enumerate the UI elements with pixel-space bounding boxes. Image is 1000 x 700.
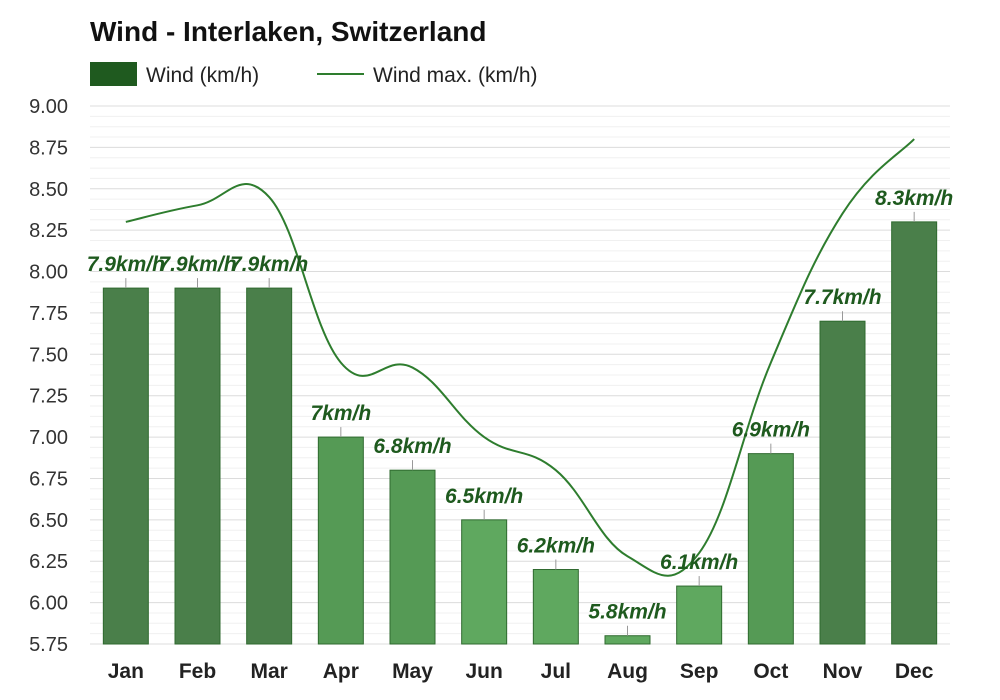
- y-tick-label: 6.25: [29, 551, 68, 573]
- bar-oct: [747, 453, 794, 645]
- y-tick-label: 9.00: [29, 96, 68, 118]
- bar-dec: [891, 221, 938, 645]
- x-tick-label: Aug: [607, 660, 648, 683]
- y-tick-label: 7.75: [29, 303, 68, 325]
- bar-jul: [532, 569, 579, 645]
- data-label: 6.8km/h: [373, 435, 451, 458]
- bar-feb: [174, 287, 221, 645]
- data-label: 6.9km/h: [732, 419, 810, 442]
- grid: [90, 105, 950, 645]
- x-tick-label: Dec: [895, 660, 934, 683]
- wind-max-line: [125, 138, 915, 577]
- data-label: 5.8km/h: [588, 601, 666, 624]
- bar-aug: [604, 635, 651, 645]
- x-tick-label: May: [392, 660, 433, 683]
- y-axis: 5.75 6.00 6.25 6.50 6.75 7.00 7.25 7.50 7.75 8.00…: [29, 96, 68, 656]
- y-tick-label: 7.00: [29, 427, 68, 449]
- legend: Wind (km/h) Wind max. (km/h): [90, 62, 538, 87]
- x-tick-label: Jan: [108, 660, 144, 683]
- bar-sep: [676, 585, 723, 645]
- y-tick-label: 8.00: [29, 262, 68, 284]
- chart-title: Wind - Interlaken, Switzerland: [90, 16, 486, 47]
- bars: [102, 221, 938, 645]
- legend-bar-swatch: [90, 62, 137, 86]
- data-label: 6.2km/h: [517, 535, 595, 558]
- x-tick-label: Apr: [323, 660, 359, 683]
- y-tick-label: 6.50: [29, 510, 68, 532]
- y-tick-label: 5.75: [29, 634, 68, 656]
- legend-bar-label: Wind (km/h): [146, 64, 259, 87]
- x-tick-label: Jul: [541, 660, 571, 683]
- y-tick-label: 8.50: [29, 179, 68, 201]
- bar-jan: [102, 287, 149, 645]
- wind-max-series: [125, 138, 915, 577]
- data-label: 7.9km/h: [87, 253, 165, 276]
- x-tick-label: Mar: [250, 660, 287, 683]
- data-label: 7.7km/h: [803, 286, 881, 309]
- bar-may: [389, 469, 436, 645]
- bar-mar: [246, 287, 293, 645]
- y-tick-label: 6.00: [29, 593, 68, 615]
- x-tick-label: Oct: [753, 660, 788, 683]
- bar-jun: [461, 519, 508, 645]
- y-tick-label: 8.75: [29, 137, 68, 159]
- x-tick-label: Sep: [680, 660, 719, 683]
- y-tick-label: 7.50: [29, 344, 68, 366]
- x-tick-label: Jun: [465, 660, 502, 683]
- y-tick-label: 6.75: [29, 468, 68, 490]
- x-tick-label: Feb: [179, 660, 216, 683]
- data-label: 6.5km/h: [445, 485, 523, 508]
- legend-line-label: Wind max. (km/h): [373, 64, 538, 87]
- y-tick-label: 8.25: [29, 220, 68, 242]
- bar-nov: [819, 320, 866, 645]
- data-label: 7.9km/h: [230, 253, 308, 276]
- data-label: 7.9km/h: [158, 253, 236, 276]
- data-label: 6.1km/h: [660, 551, 738, 574]
- data-label: 8.3km/h: [875, 187, 953, 210]
- x-axis: Jan Feb Mar Apr May Jun Jul Aug Sep Oct Nov Dec: [108, 660, 934, 683]
- bar-apr: [317, 436, 364, 645]
- y-tick-label: 7.25: [29, 386, 68, 408]
- data-label: 7km/h: [310, 402, 371, 425]
- data-labels: 7.9km/h7.9km/h7.9km/h7km/h6.8km/h6.5km/h…: [87, 187, 953, 636]
- x-tick-label: Nov: [823, 660, 863, 683]
